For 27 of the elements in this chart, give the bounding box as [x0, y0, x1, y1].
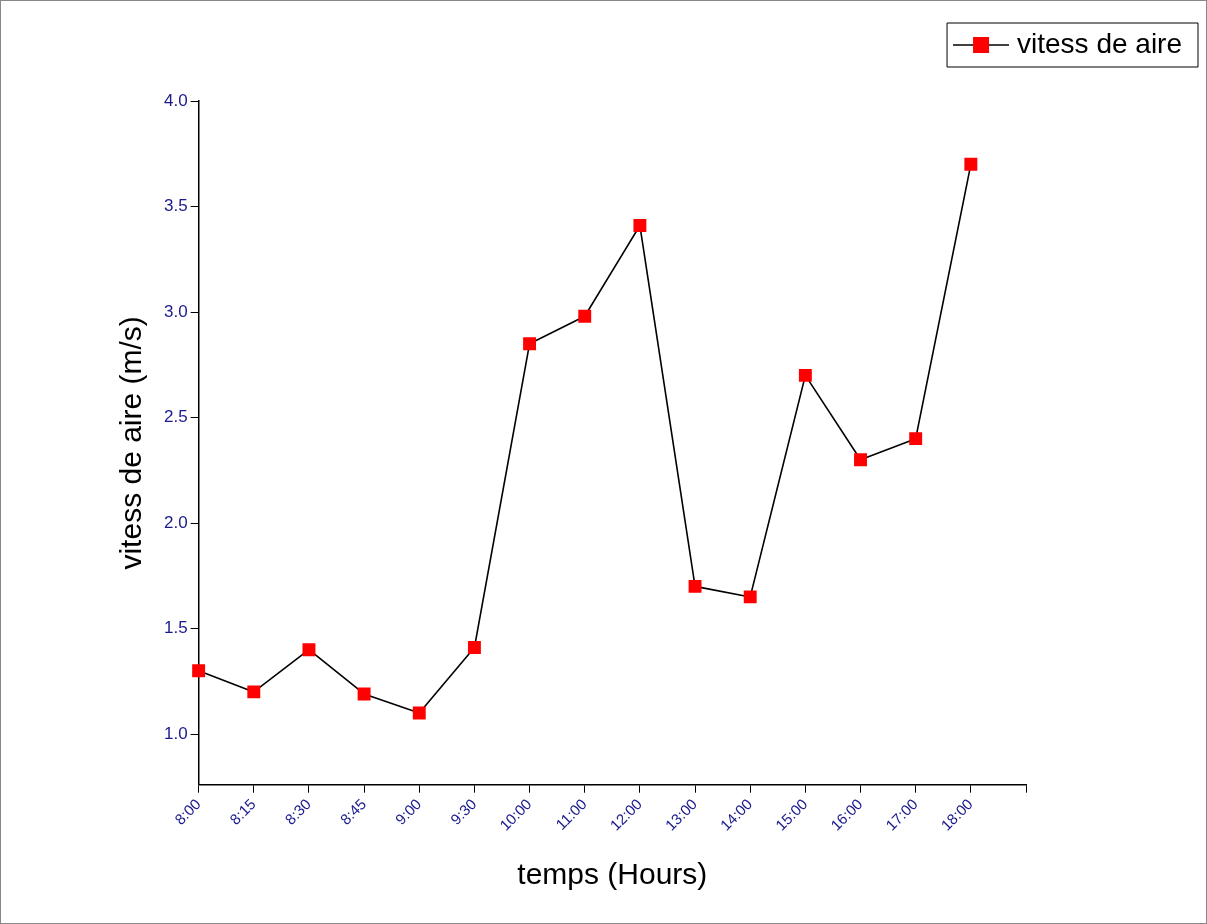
x-tick-label: 9:00: [391, 795, 425, 828]
point: [302, 643, 316, 657]
y-tick-label: 2.5: [163, 407, 188, 427]
y-tick-label: 3.0: [163, 301, 188, 321]
point: [909, 432, 923, 446]
y-axis-title: vitess de aire (m/s): [114, 316, 148, 570]
y-tick-label: 3.5: [163, 196, 188, 216]
point: [743, 590, 757, 604]
point: [964, 157, 978, 171]
point: [412, 706, 426, 720]
point: [192, 664, 206, 678]
x-axis-title: temps (Hours): [517, 857, 708, 891]
x-tick-label: 9:30: [446, 795, 480, 828]
legend-label: vitess de aire: [1017, 27, 1182, 59]
y-tick-label: 1.0: [163, 723, 188, 743]
point: [357, 687, 371, 701]
point: [688, 579, 702, 593]
y-tick-label: 2.0: [163, 512, 188, 532]
point: [854, 453, 867, 467]
point: [578, 309, 592, 323]
point: [467, 641, 481, 655]
y-tick-label: 4.0: [163, 90, 188, 110]
point: [798, 368, 812, 382]
point: [523, 337, 537, 351]
y-tick-label: 1.5: [163, 618, 188, 638]
point: [633, 219, 647, 232]
point: [247, 685, 261, 699]
